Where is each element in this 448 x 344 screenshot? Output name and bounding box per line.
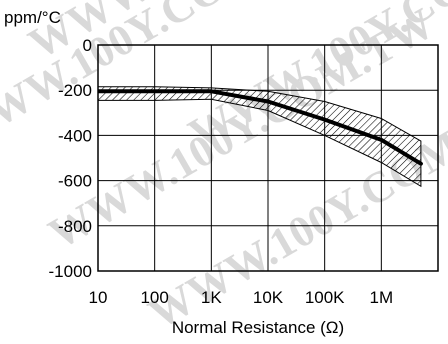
y-tick-label: -800 (58, 217, 92, 236)
x-axis-label: Normal Resistance (Ω) (172, 318, 344, 337)
y-tick-label: -200 (58, 81, 92, 100)
y-tick-label: -600 (58, 172, 92, 191)
x-tick-label: 10K (253, 288, 284, 307)
y-tick-label: -1000 (49, 262, 92, 281)
x-tick-label: 100 (140, 288, 168, 307)
x-tick-label: 100K (305, 288, 345, 307)
y-tick-label: -400 (58, 126, 92, 145)
y-tick-label: 0 (83, 36, 92, 55)
x-tick-label: 1K (201, 288, 222, 307)
x-tick-label: 1M (370, 288, 394, 307)
y-axis-label: ppm/°C (4, 8, 61, 27)
x-tick-label: 10 (89, 288, 108, 307)
